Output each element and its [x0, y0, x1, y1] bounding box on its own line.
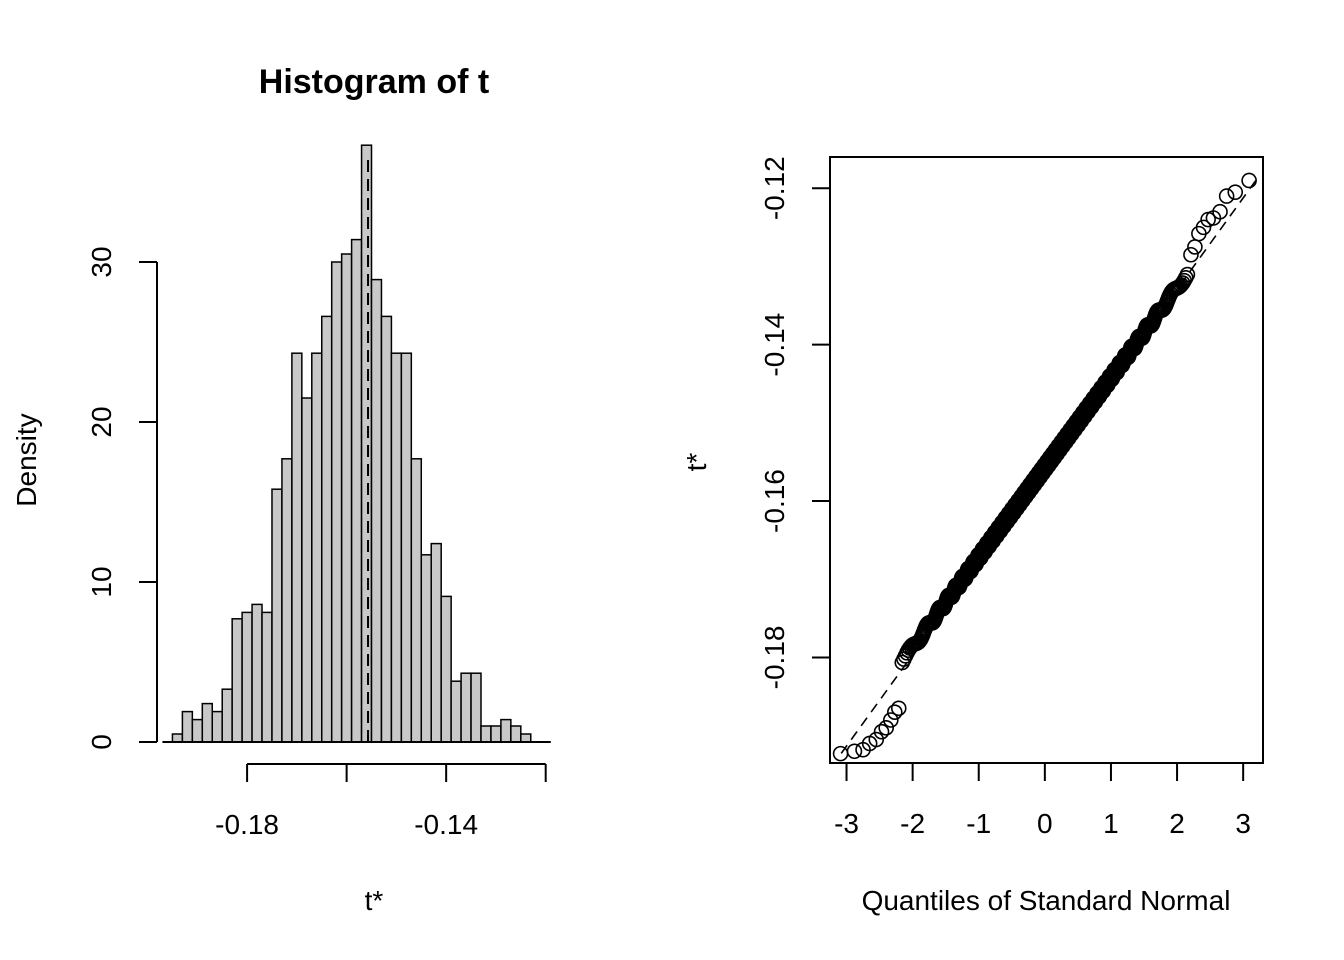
- histogram-x-tick-label: -0.18: [215, 809, 279, 840]
- qq-point: [1241, 172, 1257, 189]
- qq-point: [1183, 246, 1199, 263]
- histogram-bar: [400, 352, 413, 743]
- histogram-bar: [201, 702, 214, 743]
- histogram-bar: [420, 554, 432, 743]
- qq-point: [1218, 188, 1235, 204]
- histogram-bar: [490, 725, 502, 743]
- histogram-bar: [251, 603, 263, 743]
- histogram-bar: [520, 733, 532, 743]
- histogram-x-axis: -0.18 -0.14: [215, 763, 547, 840]
- histogram-y-tick-label: 30: [86, 246, 117, 277]
- histogram-bar: [350, 238, 363, 743]
- histogram-bar: [291, 352, 303, 743]
- qq-x-tick-label: 1: [1103, 808, 1119, 839]
- qq-point: [846, 743, 863, 760]
- qq-x-tick-label: -1: [966, 808, 991, 839]
- histogram-x-label: t*: [365, 885, 384, 916]
- histogram-bar: [480, 725, 492, 743]
- qq-y-tick-label: -0.18: [759, 626, 790, 690]
- qq-x-axis: -3 -2 -1 0 1 2 3: [834, 762, 1251, 839]
- histogram-bar: [211, 710, 223, 743]
- histogram-bar: [271, 488, 283, 743]
- qq-x-tick-label: -3: [834, 808, 859, 839]
- histogram-bar: [360, 144, 373, 743]
- histogram-bar: [231, 618, 243, 743]
- histogram-bar: [320, 315, 333, 743]
- histogram-bar: [301, 397, 313, 743]
- histogram-bar: [191, 718, 204, 743]
- qq-y-tick-label: -0.16: [759, 469, 790, 533]
- qq-x-label: Quantiles of Standard Normal: [862, 885, 1231, 916]
- qq-point: [1195, 219, 1212, 236]
- histogram-bar: [281, 458, 293, 743]
- qq-point: [883, 712, 899, 728]
- qq-point: [890, 700, 907, 717]
- histogram-bar: [430, 542, 442, 743]
- qq-point: [873, 723, 890, 740]
- qq-x-tick-label: 3: [1235, 808, 1251, 839]
- qq-point: [878, 720, 894, 736]
- qq-y-label: t*: [681, 453, 712, 472]
- histogram-bar: [460, 672, 472, 743]
- histogram-y-tick-label: 0: [86, 734, 117, 750]
- histogram-bar: [380, 315, 393, 743]
- qq-x-tick-label: 0: [1037, 808, 1053, 839]
- qq-point: [1179, 266, 1196, 283]
- qq-point: [886, 704, 903, 720]
- histogram-bar: [410, 458, 423, 743]
- qq-y-tick-label: -0.14: [759, 313, 790, 377]
- histogram-bar: [311, 352, 323, 743]
- histogram-bar: [181, 710, 194, 743]
- histogram-x-tick-label: -0.14: [414, 809, 478, 840]
- histogram-panel: Histogram of t -0.18 -0.14 0 10 20 30 t* Den…: [11, 63, 551, 916]
- histogram-bar: [241, 611, 253, 743]
- qq-y-axis: -0.18 -0.16 -0.14 -0.12: [759, 156, 830, 689]
- histogram-bars: [162, 144, 551, 743]
- histogram-y-label: Density: [11, 413, 42, 506]
- histogram-title: Histogram of t: [259, 63, 489, 101]
- histogram-bar: [340, 253, 353, 743]
- qq-point: [1227, 184, 1244, 200]
- qq-x-tick-label: -2: [900, 808, 925, 839]
- histogram-bar: [450, 680, 462, 743]
- histogram-y-axis: 0 10 20 30: [86, 246, 158, 750]
- histogram-bar: [171, 733, 184, 743]
- qq-point: [1212, 203, 1228, 220]
- histogram-bar: [370, 278, 383, 743]
- histogram-bar: [500, 718, 512, 743]
- qq-point: [868, 731, 885, 748]
- qq-point: [832, 745, 849, 762]
- histogram-bar: [390, 352, 403, 743]
- histogram-bar: [510, 725, 522, 743]
- histogram-bar: [470, 672, 482, 743]
- qq-x-tick-label: 2: [1169, 808, 1185, 839]
- histogram-y-tick-label: 10: [86, 566, 117, 597]
- histogram-bar: [261, 611, 273, 743]
- qq-point: [1187, 239, 1203, 255]
- histogram-y-tick-label: 20: [86, 406, 117, 437]
- histogram-bar: [440, 595, 452, 743]
- qq-plot-panel: -3 -2 -1 0 1 2 3 -0.18 -0.16 -0.14 -0.12 Quantile…: [681, 156, 1264, 916]
- histogram-bar: [330, 261, 343, 743]
- qq-y-tick-label: -0.12: [759, 156, 790, 220]
- histogram-bar: [221, 688, 233, 743]
- qq-points: [832, 172, 1257, 762]
